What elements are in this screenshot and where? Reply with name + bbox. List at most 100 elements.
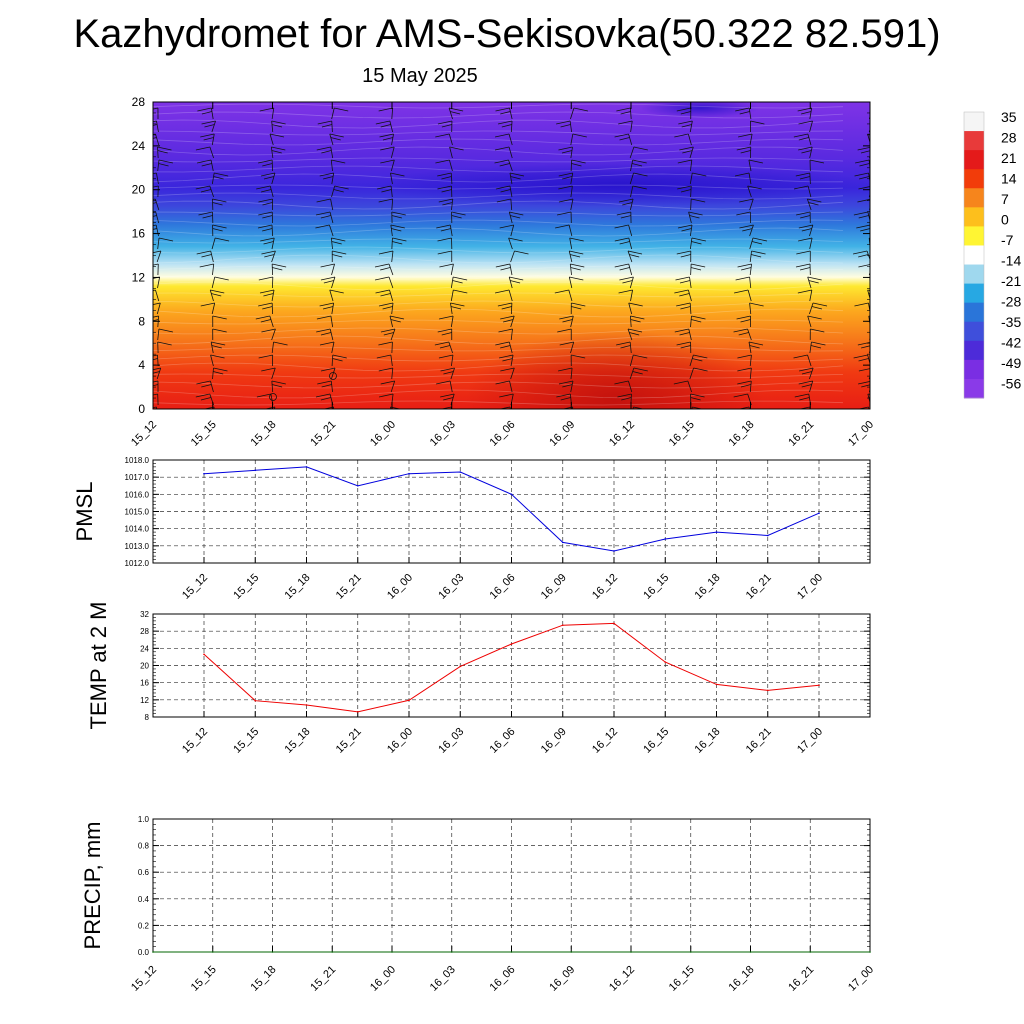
colorbar-label: -7 [1001,232,1014,248]
contour-line [153,146,844,156]
wind-barb [749,367,752,380]
wind-barb-feather [673,380,688,385]
wind-barb-feather [618,120,633,125]
wind-barb-feather [620,345,631,349]
wind-barb-feather [810,345,822,349]
contour-line [153,319,844,325]
wind-barb-feather [801,150,812,154]
wind-barb-feather [382,137,394,141]
wind-barb-feather [739,224,754,229]
wind-barb-feather [688,211,703,216]
wind-barb [748,159,752,172]
wind-barb [330,198,334,211]
wind-barb [271,224,274,237]
wind-barb-feather [210,354,225,359]
wind-barb [331,302,334,315]
colorbar-swatch [964,264,984,285]
wind-barb-feather [210,289,225,294]
wind-barb-feather [619,137,630,141]
wind-barb-feather [500,267,511,271]
y-tick-label: 1013.0 [125,542,150,551]
wind-barb-feather [439,315,454,320]
wind-barb-feather [261,328,276,333]
temp2m-panel: 32 28 24 20 16 12 8 15_12 15_15 15_18 15_21 16_00 16… [86,602,871,756]
contour-line [153,192,844,200]
contour-line [153,327,844,335]
wind-barb-feather [571,302,586,307]
x-tick-label: 16_06 [488,419,518,449]
y-tick-label: 12 [140,696,149,705]
wind-barb-feather [859,411,869,414]
contour-line [153,362,844,372]
contour-line [153,335,844,345]
wind-barb-feather [378,198,393,203]
wind-barb [809,289,813,302]
wind-barb-feather [510,176,521,180]
wind-barb-feather [798,146,813,151]
contour-line [153,111,844,119]
wind-barb [690,198,692,211]
wind-barb-feather [382,306,393,310]
wind-barb-feather [854,302,869,307]
wind-barb-feather [869,241,870,243]
wind-barb [390,159,395,172]
wind-barb-feather [195,185,210,190]
wind-barb-feather [801,111,812,115]
wind-barb-feather [495,185,511,190]
wind-barb [630,289,633,302]
wind-barb [508,159,513,172]
x-tick-label: 17_00 [795,726,825,756]
x-tick-label: 15_12 [129,964,159,994]
wind-barb-feather [681,124,692,128]
wind-barb-feather [858,254,869,258]
wind-barb [157,159,160,172]
wind-barb [508,146,513,159]
wind-barb [390,185,393,198]
wind-barb-feather [679,280,691,284]
wind-barb-feather [158,237,174,242]
wind-barb [628,263,633,276]
wind-barb-feather [331,241,342,245]
wind-barb-feather [735,107,750,112]
wind-barb [269,185,274,198]
wind-barb [271,341,274,354]
wind-barb [211,237,216,250]
wind-barb-feather [321,150,332,154]
wind-barb-feather [497,120,513,125]
wind-barb [450,315,454,328]
wind-barb [569,237,573,250]
wind-barb-feather [204,124,215,128]
wind-barb-feather [627,250,643,255]
wind-barb-feather [449,146,464,151]
wind-barb-feather [494,159,509,164]
wind-barb [390,224,393,237]
wind-barb-feather [260,319,271,323]
wind-barb-feather [499,393,514,398]
wind-barb [155,289,160,302]
colorbar-label: 28 [1001,130,1017,146]
wind-barb-feather [200,302,215,307]
wind-barb [568,250,573,263]
wind-barb [748,107,752,120]
wind-barb-feather [258,198,273,203]
wind-barb-feather [320,367,336,372]
wind-barb-feather [873,121,887,124]
wind-barb-feather [739,198,754,203]
wind-barb [866,250,870,261]
contour-line [153,373,844,379]
contour-line [153,254,844,264]
wind-barb-feather [736,211,751,216]
wind-barb [156,120,159,133]
wind-barb-feather [752,237,768,242]
wind-barb [271,380,274,393]
wind-barb-feather [439,345,451,349]
wind-barb-feather [331,237,346,242]
colorbar-swatch [964,283,984,304]
wind-barb-feather [441,411,451,414]
wind-barb-feather [158,328,174,333]
wind-barb [689,367,694,380]
wind-barb [271,172,276,185]
wind-barb-feather [316,328,331,333]
contour-line [153,246,844,254]
precip-panel: 1.0 0.8 0.6 0.4 0.2 0.0 15_12 15_15 15_18 15_21 16… [80,815,876,994]
